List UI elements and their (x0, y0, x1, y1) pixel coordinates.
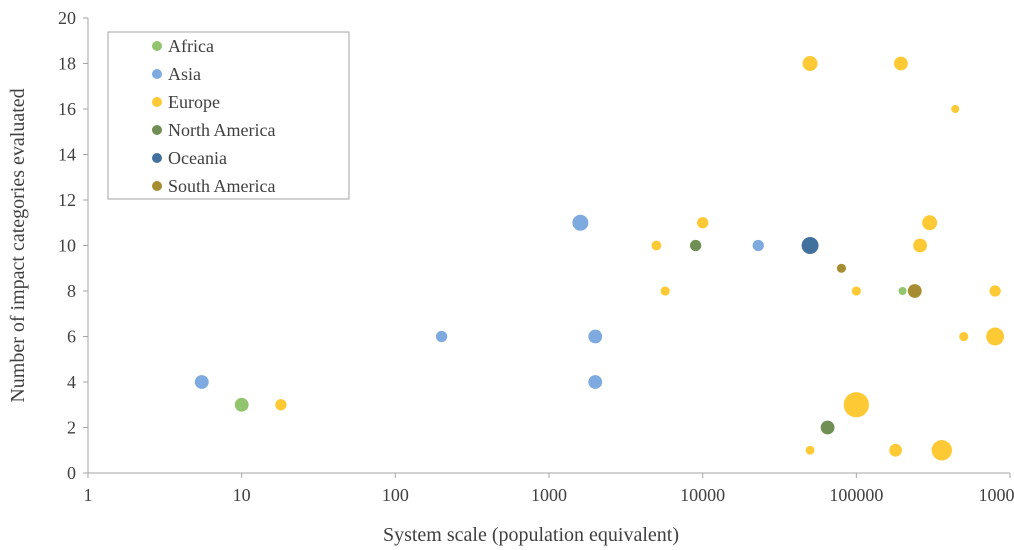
data-point-oceania (801, 237, 819, 254)
x-tick-label: 10000 (680, 485, 725, 505)
data-point-europe (651, 240, 662, 251)
data-point-europe (893, 56, 908, 71)
y-tick-label: 6 (67, 327, 76, 347)
data-point-asia (588, 329, 603, 344)
data-point-europe (851, 286, 861, 296)
legend-marker (152, 153, 162, 163)
legend-label: North America (168, 120, 275, 140)
data-point-asia (572, 214, 589, 231)
legend-marker (152, 181, 162, 191)
data-point-europe (275, 399, 287, 411)
data-point-south-america (907, 284, 922, 298)
data-point-europe (931, 440, 953, 461)
y-tick-label: 18 (58, 54, 76, 74)
y-tick-label: 10 (58, 236, 76, 256)
legend-box (107, 31, 350, 200)
x-tick-label: 1000000 (979, 485, 1014, 505)
legend-label: Asia (168, 64, 201, 84)
data-point-europe (843, 392, 869, 418)
data-point-europe (802, 56, 818, 71)
data-point-europe (989, 285, 1001, 297)
legend-marker (152, 125, 162, 135)
data-point-europe (951, 105, 960, 113)
y-tick-label: 2 (67, 418, 76, 438)
data-point-asia (194, 375, 209, 389)
y-tick-label: 8 (67, 281, 76, 301)
legend-label: South America (168, 176, 275, 196)
legend: Africa Asia Europe North America Oceania Sout… (107, 31, 350, 200)
data-point-europe (805, 445, 815, 455)
y-tick-label: 20 (58, 8, 76, 28)
legend-marker (152, 41, 162, 51)
x-axis-title: System scale (population equivalent) (383, 524, 679, 546)
data-point-europe (922, 215, 938, 231)
y-tick-label: 16 (58, 99, 76, 119)
data-point-europe (660, 286, 670, 296)
data-point-europe (986, 327, 1005, 346)
x-tick-label: 100 (382, 485, 409, 505)
x-tick-label: 100000 (829, 485, 883, 505)
x-tick-label: 1000 (531, 485, 567, 505)
y-tick-label: 12 (58, 190, 76, 210)
data-point-europe (889, 443, 902, 457)
data-point-europe (959, 331, 969, 342)
x-tick-label: 10 (233, 485, 251, 505)
data-point-asia (435, 330, 448, 343)
legend-marker (152, 97, 162, 107)
data-point-south-america (836, 263, 847, 273)
legend-label: Oceania (168, 148, 227, 168)
data-point-asia (588, 375, 603, 389)
data-point-asia (752, 239, 764, 252)
axes: 0 2 4 6 8 10 12 14 16 18 20 1 10 100 1000 10000 100000 10… (58, 8, 1014, 505)
legend-marker (152, 69, 162, 79)
data-point-europe (913, 238, 928, 253)
data-point-north-america (820, 420, 835, 435)
x-tick-label: 1 (84, 485, 93, 505)
data-point-africa (234, 397, 249, 412)
y-tick-label: 14 (58, 145, 76, 165)
y-tick-label: 4 (67, 372, 76, 392)
data-points (194, 56, 1005, 461)
legend-label: Africa (168, 36, 214, 56)
data-point-north-america (689, 239, 702, 252)
data-point-africa (898, 287, 907, 295)
legend-label: Europe (168, 92, 220, 112)
y-axis-title: Number of impact categories evaluated (7, 88, 29, 402)
data-point-europe (697, 217, 709, 229)
y-tick-label: 0 (67, 463, 76, 483)
